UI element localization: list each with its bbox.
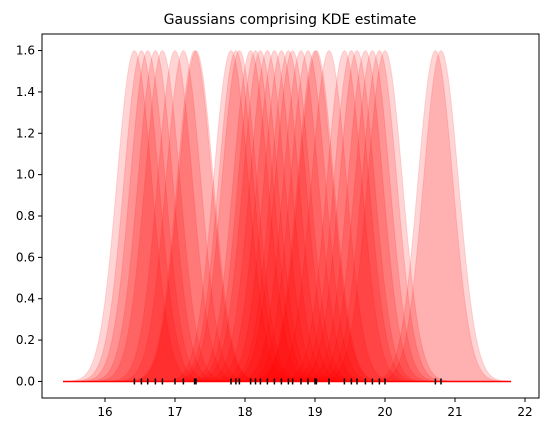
x-tick-label-5: 21 — [447, 405, 462, 419]
kernel-33 — [370, 49, 512, 382]
kernel-23 — [245, 49, 387, 382]
x-tick-label-4: 20 — [377, 405, 392, 419]
kernel-27 — [286, 49, 428, 382]
kernel-5 — [104, 49, 246, 382]
y-tick-label-3: 0.6 — [16, 250, 35, 264]
kernel-19 — [222, 49, 364, 382]
y-tick-label-2: 0.4 — [16, 292, 35, 306]
kernel-32 — [364, 49, 506, 382]
kernel-6 — [112, 49, 254, 382]
kernel-28 — [294, 49, 436, 382]
chart-title: Gaussians comprising KDE estimate — [164, 12, 417, 28]
kernel-18 — [217, 49, 359, 382]
kernel-8 — [125, 49, 267, 382]
kernel-30 — [308, 49, 450, 382]
kernel-0 — [63, 49, 205, 382]
y-tick-label-5: 1.0 — [16, 168, 35, 182]
kernel-13 — [185, 49, 326, 382]
kernel-7 — [124, 49, 266, 382]
y-tick-label-6: 1.2 — [16, 126, 35, 140]
y-axis: 0.0 0.2 0.4 0.6 0.8 1.0 1.2 1.4 1.6 — [16, 44, 42, 388]
kernel-20 — [230, 49, 372, 382]
y-tick-label-7: 1.4 — [16, 85, 35, 99]
kernel-17 — [210, 49, 352, 382]
kernel-9 — [160, 49, 302, 382]
kernel-10 — [165, 49, 307, 382]
x-tick-label-1: 17 — [167, 405, 182, 419]
y-tick-label-4: 0.8 — [16, 209, 35, 223]
kernel-4 — [91, 49, 233, 382]
x-tick-label-2: 18 — [237, 405, 252, 419]
y-tick-label-8: 1.6 — [16, 44, 35, 58]
kernel-15 — [196, 49, 338, 382]
plot-frame — [41, 33, 540, 399]
x-axis: 16 17 18 19 20 21 22 — [97, 398, 533, 419]
kernel-1 — [70, 49, 212, 382]
kernel-14 — [189, 49, 331, 382]
kernel-26 — [280, 49, 422, 382]
kernel-29 — [301, 49, 443, 382]
kernel-3 — [84, 49, 226, 382]
plot-area — [63, 49, 512, 385]
kernel-24 — [258, 49, 400, 382]
kernel-21 — [237, 49, 379, 382]
x-tick-label-3: 19 — [307, 405, 322, 419]
kernel-2 — [77, 49, 219, 382]
kernel-31 — [314, 49, 456, 382]
kernel-22 — [244, 49, 386, 382]
y-tick-label-1: 0.2 — [16, 333, 35, 347]
kernel-25 — [273, 49, 415, 382]
kernel-16 — [203, 49, 345, 382]
kernel-11 — [168, 49, 310, 382]
y-tick-label-0: 0.0 — [16, 374, 35, 388]
kernel-12 — [180, 49, 322, 382]
x-tick-label-0: 16 — [97, 405, 112, 419]
x-tick-label-6: 22 — [517, 405, 532, 419]
